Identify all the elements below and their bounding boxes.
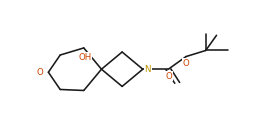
Text: O: O [183, 59, 189, 68]
Text: OH: OH [78, 53, 91, 62]
Text: O: O [166, 72, 173, 81]
Text: N: N [144, 65, 151, 74]
Text: O: O [36, 68, 43, 77]
